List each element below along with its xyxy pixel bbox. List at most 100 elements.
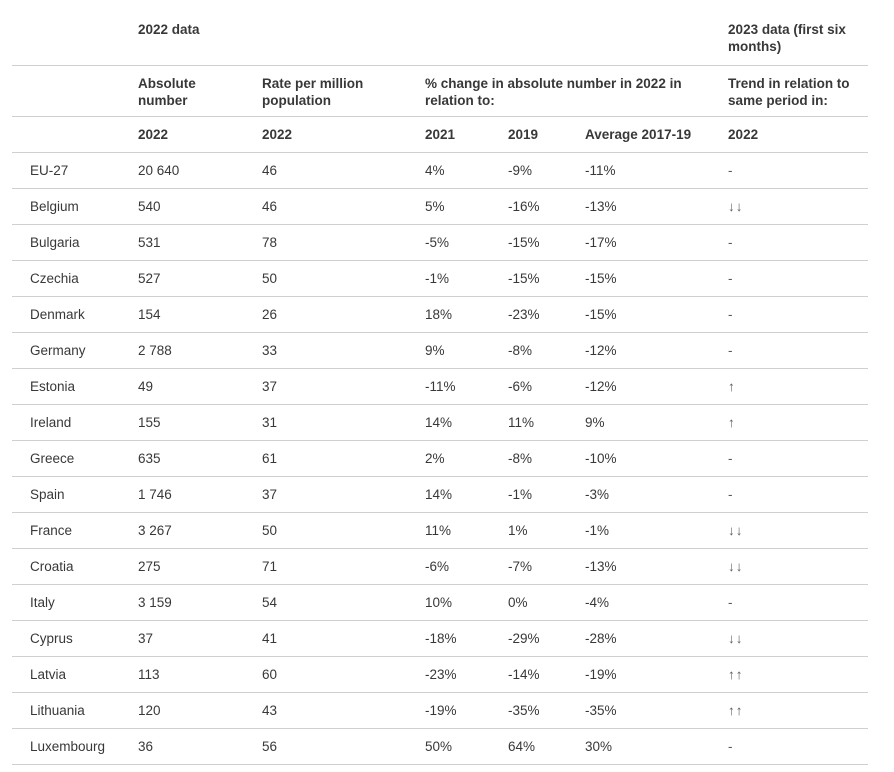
table-row: Italy 3 159 54 10% 0% -4% -	[12, 584, 869, 621]
table-row: Lithuania 120 43 -19% -35% -35% ↑↑	[12, 692, 869, 729]
country-cell: Italy	[12, 584, 138, 621]
table-row: EU-27 20 640 46 4% -9% -11% -	[12, 152, 869, 189]
trend-2023-cell: ↓↓	[728, 620, 869, 657]
vs-avg-2017-19-cell: -17%	[585, 224, 729, 261]
trend-2023-cell: ↓↓	[728, 548, 869, 585]
table-row: Luxembourg 36 56 50% 64% 30% -	[12, 728, 869, 765]
absolute-number-cell: 275	[138, 548, 262, 585]
vs-avg-2017-19-cell: 9%	[585, 404, 729, 441]
rate-per-million-cell: 37	[262, 476, 426, 513]
rate-per-million-cell: 78	[262, 224, 426, 261]
vs-avg-2017-19-cell: -1%	[585, 512, 729, 549]
header-pct-change: % change in absolute number in 2022 in r…	[425, 65, 729, 117]
absolute-number-cell: 120	[138, 692, 262, 729]
vs-2021-cell: 5%	[425, 188, 509, 225]
table-row: Denmark 154 26 18% -23% -15% -	[12, 296, 869, 333]
vs-2019-cell: 11%	[508, 404, 586, 441]
header-2022-data: 2022 data	[138, 0, 426, 66]
absolute-number-cell: 3 159	[138, 584, 262, 621]
trend-2023-cell: ↓↓	[728, 512, 869, 549]
header-spacer	[12, 65, 138, 117]
vs-2019-cell: -7%	[508, 548, 586, 585]
vs-2021-cell: -23%	[425, 656, 509, 693]
header-absolute-number: Absolute number	[138, 65, 262, 117]
vs-avg-2017-19-cell: -28%	[585, 620, 729, 657]
vs-avg-2017-19-cell: -10%	[585, 440, 729, 477]
country-cell: Latvia	[12, 656, 138, 693]
rate-per-million-cell: 61	[262, 440, 426, 477]
header-rate-per-million: Rate per million population	[262, 65, 426, 117]
trend-2023-cell: ↑↑	[728, 656, 869, 693]
table-row: Czechia 527 50 -1% -15% -15% -	[12, 260, 869, 297]
rate-per-million-cell: 50	[262, 512, 426, 549]
vs-2019-cell: -8%	[508, 332, 586, 369]
rate-per-million-cell: 33	[262, 332, 426, 369]
trend-2023-cell: -	[728, 332, 869, 369]
table-row: Ireland 155 31 14% 11% 9% ↑	[12, 404, 869, 441]
vs-avg-2017-19-cell: -15%	[585, 260, 729, 297]
country-cell: Germany	[12, 332, 138, 369]
rate-per-million-cell: 43	[262, 692, 426, 729]
rate-per-million-cell: 50	[262, 260, 426, 297]
data-table: 2022 data 2023 data (first six months) A…	[12, 0, 869, 765]
country-cell: Spain	[12, 476, 138, 513]
table-row: France 3 267 50 11% 1% -1% ↓↓	[12, 512, 869, 549]
country-cell: Cyprus	[12, 620, 138, 657]
trend-2023-cell: -	[728, 584, 869, 621]
absolute-number-cell: 540	[138, 188, 262, 225]
vs-avg-2017-19-cell: -19%	[585, 656, 729, 693]
vs-2019-cell: -15%	[508, 224, 586, 261]
vs-2021-cell: -19%	[425, 692, 509, 729]
vs-2019-cell: -16%	[508, 188, 586, 225]
vs-2019-cell: 0%	[508, 584, 586, 621]
country-cell: Lithuania	[12, 692, 138, 729]
vs-2021-cell: 9%	[425, 332, 509, 369]
vs-avg-2017-19-cell: -13%	[585, 188, 729, 225]
vs-avg-2017-19-cell: -13%	[585, 548, 729, 585]
vs-2021-cell: -1%	[425, 260, 509, 297]
vs-avg-2017-19-cell: -35%	[585, 692, 729, 729]
vs-avg-2017-19-cell: -3%	[585, 476, 729, 513]
table-row: Belgium 540 46 5% -16% -13% ↓↓	[12, 188, 869, 225]
header-spacer	[425, 0, 729, 66]
trend-2023-cell: ↓↓	[728, 188, 869, 225]
rate-per-million-cell: 71	[262, 548, 426, 585]
vs-2021-cell: 14%	[425, 476, 509, 513]
country-cell: Ireland	[12, 404, 138, 441]
vs-2019-cell: 64%	[508, 728, 586, 765]
table-header: 2022 data 2023 data (first six months) A…	[12, 0, 869, 153]
subheader-average-2017-19: Average 2017-19	[585, 116, 729, 153]
rate-per-million-cell: 46	[262, 152, 426, 189]
trend-2023-cell: -	[728, 152, 869, 189]
vs-2021-cell: 11%	[425, 512, 509, 549]
absolute-number-cell: 113	[138, 656, 262, 693]
vs-avg-2017-19-cell: -11%	[585, 152, 729, 189]
country-cell: Greece	[12, 440, 138, 477]
vs-avg-2017-19-cell: -15%	[585, 296, 729, 333]
absolute-number-cell: 20 640	[138, 152, 262, 189]
absolute-number-cell: 2 788	[138, 332, 262, 369]
trend-2023-cell: ↑	[728, 368, 869, 405]
subheader-rate-2022: 2022	[262, 116, 426, 153]
table-row: Croatia 275 71 -6% -7% -13% ↓↓	[12, 548, 869, 585]
rate-per-million-cell: 26	[262, 296, 426, 333]
table-row: Cyprus 37 41 -18% -29% -28% ↓↓	[12, 620, 869, 657]
absolute-number-cell: 1 746	[138, 476, 262, 513]
vs-2019-cell: -35%	[508, 692, 586, 729]
table-row: Latvia 113 60 -23% -14% -19% ↑↑	[12, 656, 869, 693]
country-cell: Belgium	[12, 188, 138, 225]
vs-2019-cell: -29%	[508, 620, 586, 657]
subheader-2019: 2019	[508, 116, 586, 153]
trend-2023-cell: -	[728, 224, 869, 261]
absolute-number-cell: 3 267	[138, 512, 262, 549]
vs-2021-cell: -18%	[425, 620, 509, 657]
vs-2021-cell: 2%	[425, 440, 509, 477]
absolute-number-cell: 154	[138, 296, 262, 333]
trend-2023-cell: -	[728, 476, 869, 513]
vs-2019-cell: -8%	[508, 440, 586, 477]
vs-2021-cell: -5%	[425, 224, 509, 261]
rate-per-million-cell: 31	[262, 404, 426, 441]
rate-per-million-cell: 60	[262, 656, 426, 693]
table-body: EU-27 20 640 46 4% -9% -11% - Belgium 540 46 5% -16…	[12, 152, 869, 765]
header-group-row: 2022 data 2023 data (first six months)	[12, 0, 869, 66]
